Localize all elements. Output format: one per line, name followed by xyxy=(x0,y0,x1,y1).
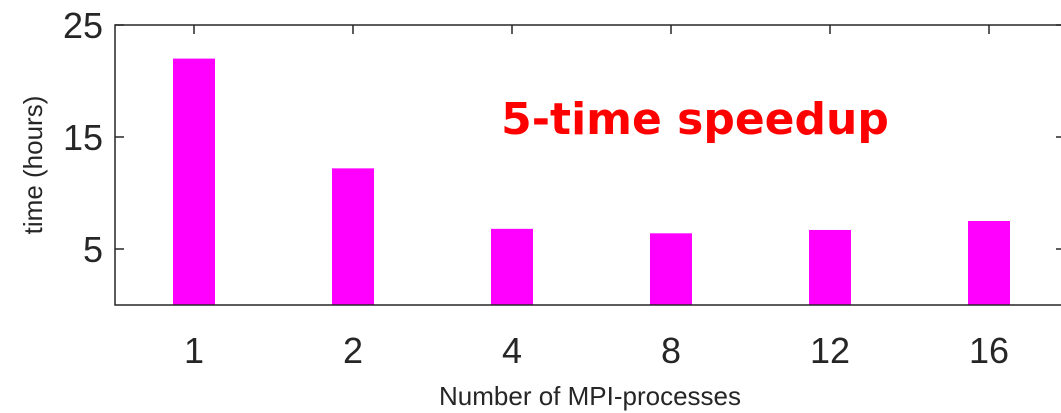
bar-4 xyxy=(491,228,533,305)
x-axis-label: Number of MPI-processes xyxy=(439,381,741,411)
x-axis-ticks: 1 2 4 8 12 16 xyxy=(184,25,1009,371)
bar-2 xyxy=(332,168,374,305)
bar-8 xyxy=(650,233,692,305)
speedup-annotation: 5-time speedup xyxy=(501,94,889,145)
y-tick-label-5: 5 xyxy=(83,229,103,270)
x-tick-label-8: 8 xyxy=(661,330,681,371)
bar-16 xyxy=(968,221,1010,305)
x-tick-label-16: 16 xyxy=(969,330,1009,371)
bar-1 xyxy=(173,58,215,305)
x-tick-label-12: 12 xyxy=(810,330,850,371)
y-tick-label-25: 25 xyxy=(63,5,103,46)
bars-group xyxy=(173,58,1010,305)
x-tick-label-2: 2 xyxy=(343,330,363,371)
x-tick-label-4: 4 xyxy=(502,330,522,371)
x-tick-label-1: 1 xyxy=(184,330,204,371)
bar-12 xyxy=(809,229,851,305)
plot-area-frame xyxy=(114,24,1061,306)
y-axis-label: time (hours) xyxy=(18,96,48,235)
y-tick-label-15: 15 xyxy=(63,117,103,158)
